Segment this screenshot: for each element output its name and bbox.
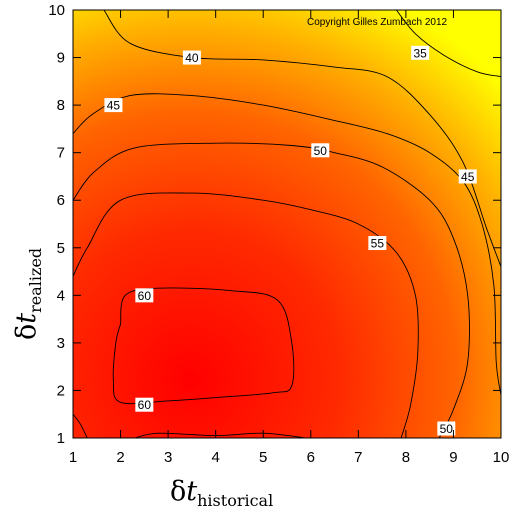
y-tick-label: 3 bbox=[57, 335, 65, 352]
y-tick-label: 8 bbox=[57, 97, 65, 114]
y-tick-label: 6 bbox=[57, 192, 65, 209]
x-tick-label: 5 bbox=[259, 449, 267, 466]
svg-text:40: 40 bbox=[185, 51, 199, 65]
y-tick-label: 7 bbox=[57, 145, 65, 162]
svg-text:35: 35 bbox=[413, 46, 427, 60]
y-tick-label: 9 bbox=[57, 50, 65, 67]
svg-text:60: 60 bbox=[138, 398, 152, 412]
svg-text:60: 60 bbox=[138, 289, 152, 303]
x-tick-label: 3 bbox=[164, 449, 172, 466]
x-tick-label: 6 bbox=[307, 449, 315, 466]
svg-text:45: 45 bbox=[107, 99, 121, 113]
contour-line-60 bbox=[112, 287, 295, 405]
y-tick-label: 2 bbox=[57, 382, 65, 399]
contour-label-40: 40 bbox=[182, 50, 201, 65]
x-tick-label: 7 bbox=[354, 449, 362, 466]
plot-frame bbox=[72, 9, 502, 439]
contour-line-35 bbox=[396, 10, 501, 78]
x-tick-label: 9 bbox=[449, 449, 457, 466]
svg-text:50: 50 bbox=[440, 422, 454, 436]
x-tick-label: 1 bbox=[69, 449, 77, 466]
contour-label-60: 60 bbox=[135, 397, 154, 412]
y-tick-label: 5 bbox=[57, 240, 65, 257]
svg-text:55: 55 bbox=[371, 237, 385, 251]
contour-label-45: 45 bbox=[104, 98, 123, 113]
y-tick-label: 1 bbox=[57, 430, 65, 447]
contour-label-45: 45 bbox=[458, 169, 477, 184]
y-tick-label: 4 bbox=[57, 287, 65, 304]
svg-text:45: 45 bbox=[461, 170, 475, 184]
x-tick-label: 8 bbox=[402, 449, 410, 466]
contour-line-40 bbox=[103, 10, 501, 267]
contour-label-50: 50 bbox=[311, 143, 330, 158]
contour-line-50 bbox=[73, 413, 88, 438]
y-tick-label: 10 bbox=[48, 2, 65, 19]
x-tick-label: 2 bbox=[116, 449, 124, 466]
x-tick-label: 10 bbox=[493, 449, 510, 466]
contour-label-35: 35 bbox=[411, 45, 430, 60]
plot-area bbox=[73, 10, 501, 438]
contour-lines bbox=[73, 10, 501, 438]
contour-line-55 bbox=[73, 192, 419, 438]
contour-line-50 bbox=[73, 142, 470, 438]
y-axis-label: δtrealized bbox=[11, 248, 45, 340]
contour-line-45 bbox=[73, 93, 501, 396]
x-axis-label: δthistorical bbox=[170, 476, 273, 510]
x-tick-label: 4 bbox=[211, 449, 219, 466]
contour-label-50: 50 bbox=[437, 421, 456, 436]
svg-text:50: 50 bbox=[314, 144, 328, 158]
contour-label-60: 60 bbox=[135, 288, 154, 303]
contour-label-55: 55 bbox=[368, 236, 387, 251]
contour-labels: 35 40 45 45 50 50 55 60 60 bbox=[104, 45, 477, 436]
copyright-text: Copyright Gilles Zumbach 2012 bbox=[307, 17, 448, 28]
